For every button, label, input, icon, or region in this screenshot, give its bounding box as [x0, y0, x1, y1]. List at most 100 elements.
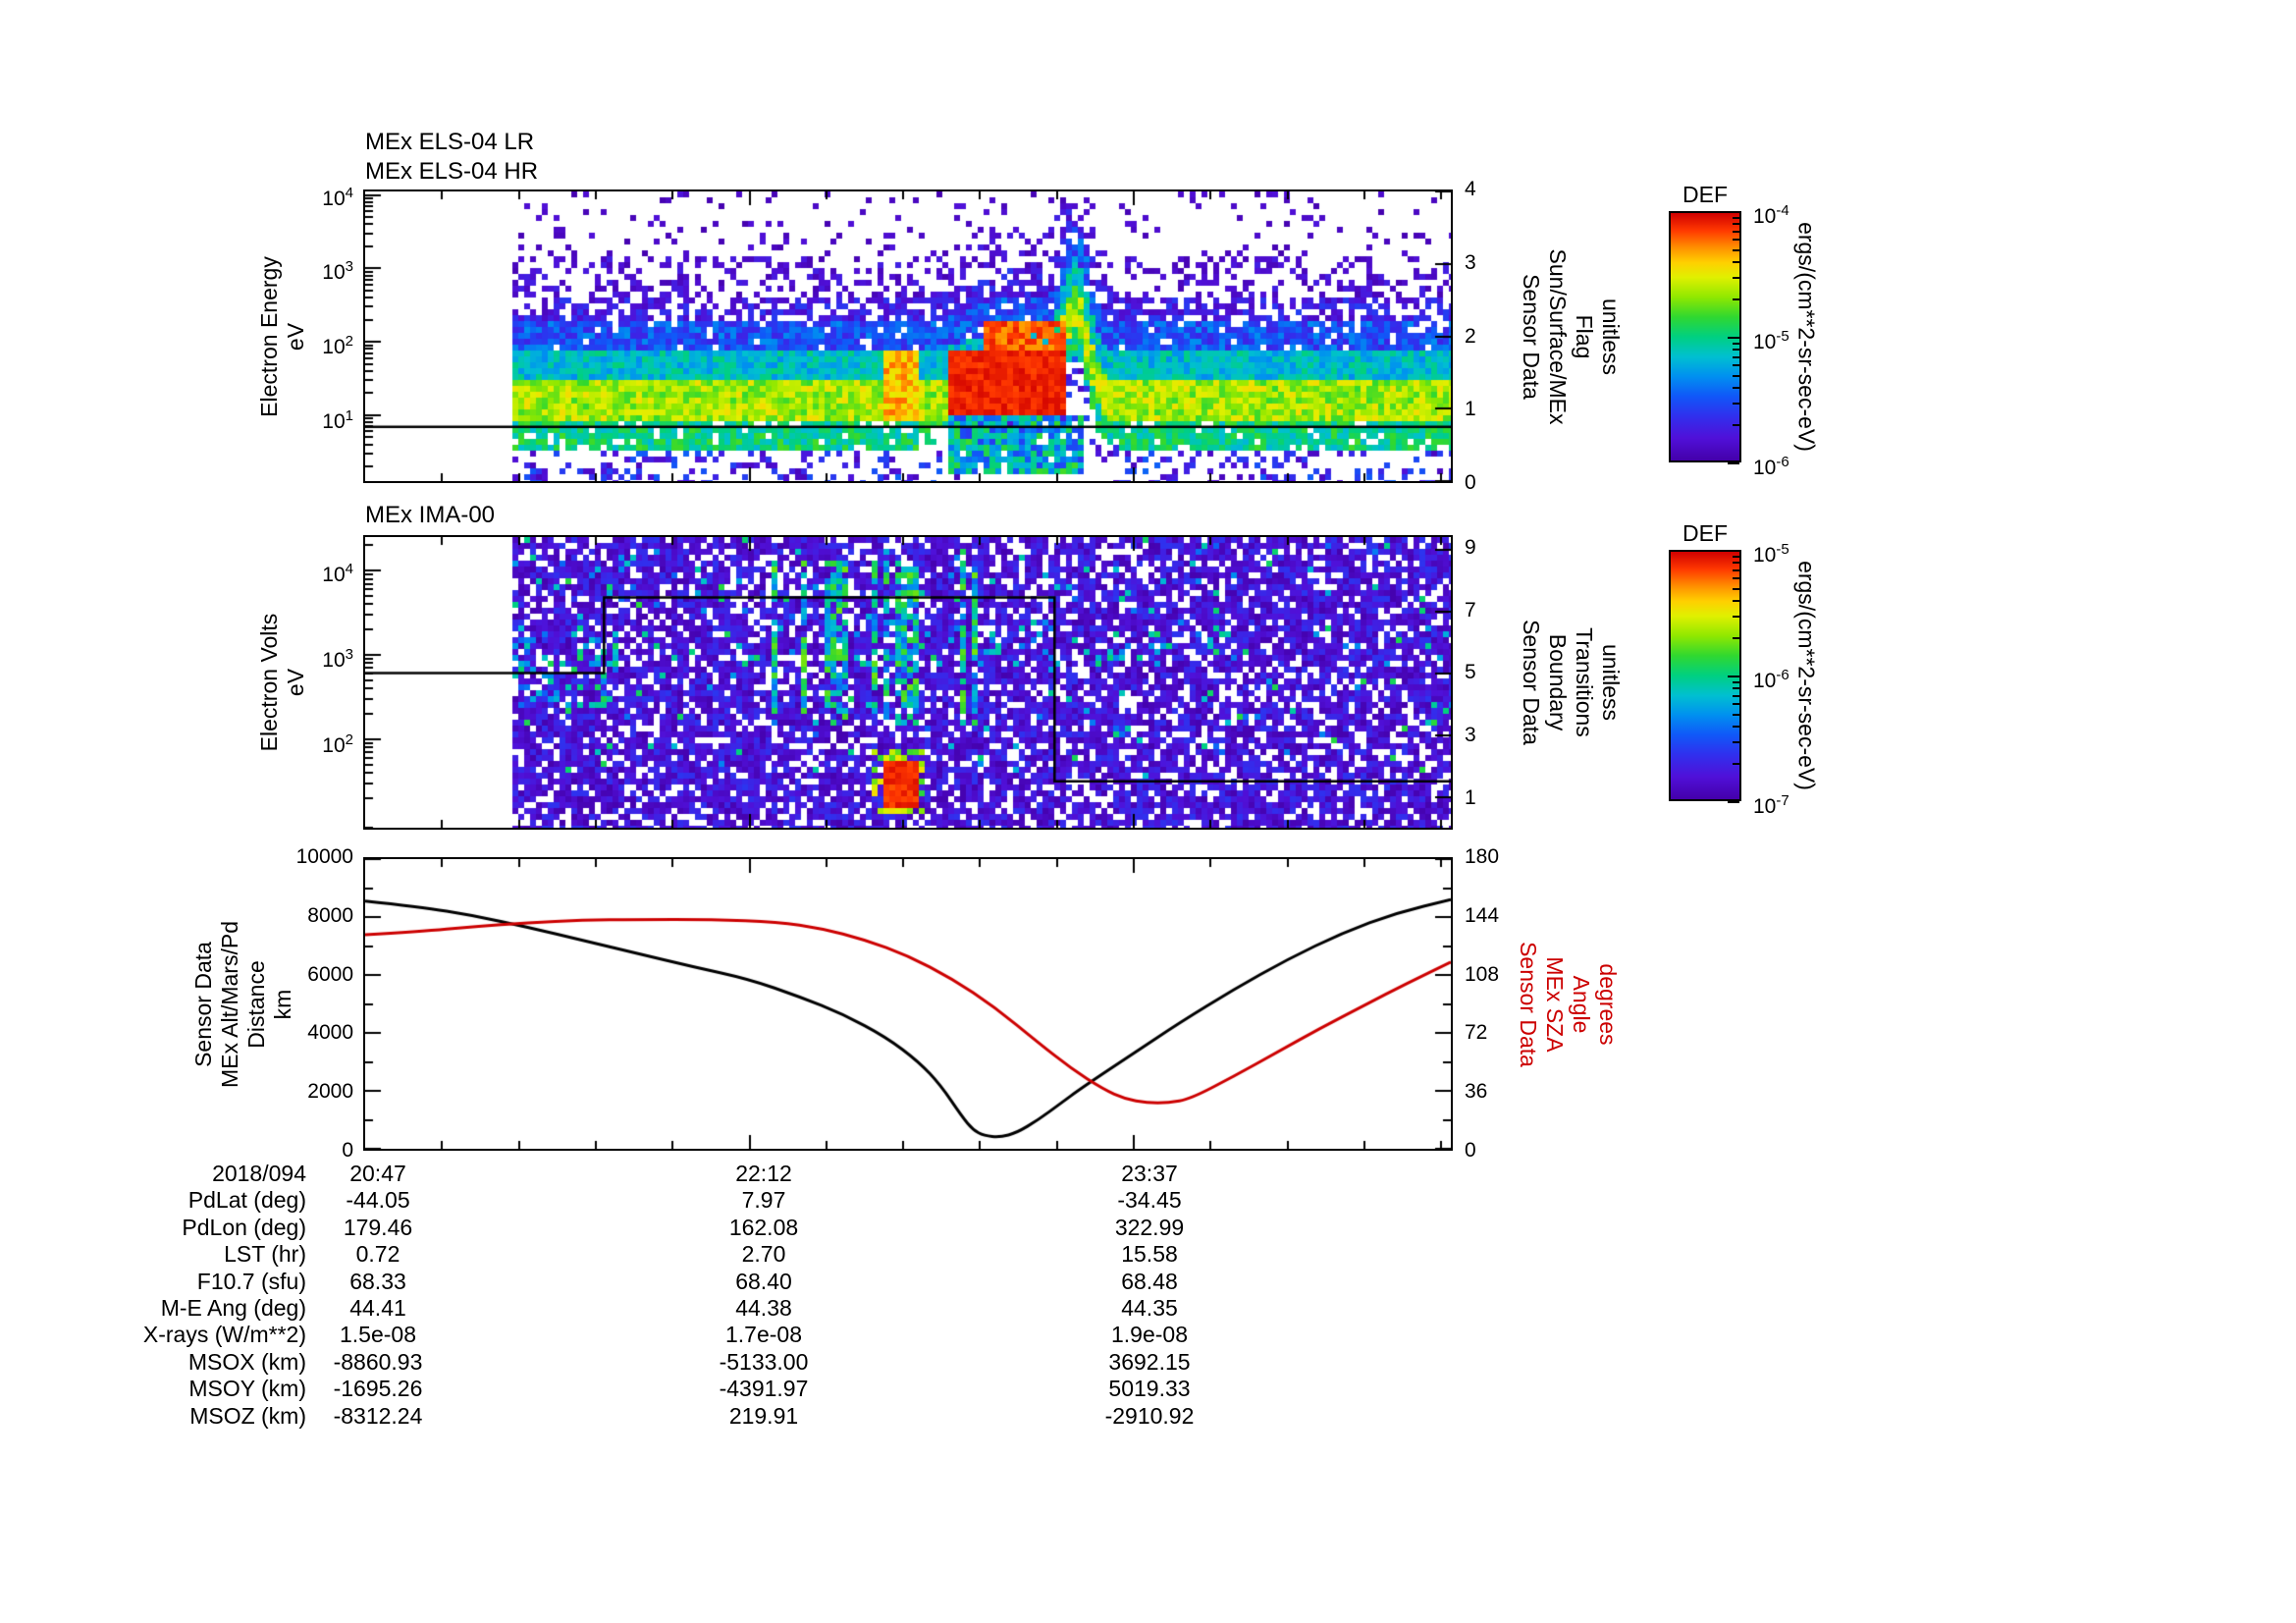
ephemeris-value: 2.70	[741, 1241, 786, 1268]
ima-volts-tick-label: 103	[322, 645, 353, 672]
colorbar-minor-tick	[1733, 343, 1739, 345]
time-tick-label: 22:12	[735, 1161, 792, 1186]
ephemeris-value: 7.97	[741, 1187, 786, 1214]
ephemeris-row-label: F10.7 (sfu)	[196, 1268, 306, 1294]
colorbar-minor-tick	[1733, 261, 1739, 263]
ephemeris-value: -34.45	[1117, 1187, 1182, 1214]
ephemeris-value: 68.33	[349, 1268, 406, 1294]
ima-spectrogram-canvas	[365, 537, 1451, 828]
colorbar-minor-tick	[1733, 687, 1739, 689]
ima-boundary-tick-label: 1	[1465, 786, 1476, 810]
altitude-tick-label: 8000	[307, 903, 353, 927]
ephemeris-value: 5019.33	[1108, 1376, 1191, 1402]
colorbar-minor-tick	[1733, 424, 1739, 426]
ephemeris-value: -1695.26	[333, 1376, 423, 1402]
ephemeris-value: 3692.15	[1108, 1348, 1191, 1375]
els-spectrogram-panel	[363, 189, 1453, 483]
ephemeris-row-label: PdLat (deg)	[187, 1187, 306, 1214]
ephemeris-row-label: PdLon (deg)	[182, 1214, 306, 1240]
colorbar-tick-label: 10-5	[1753, 328, 1789, 353]
els-colorbar-title: DEF	[1682, 182, 1728, 207]
ephemeris-value: 1.5e-08	[339, 1322, 416, 1348]
els-spectrogram-canvas	[365, 191, 1451, 481]
altitude-sza-panel	[363, 857, 1453, 1151]
colorbar-minor-tick	[1733, 277, 1739, 279]
colorbar-minor-tick	[1733, 569, 1739, 571]
colorbar-minor-tick	[1733, 223, 1739, 225]
els-flag-tick-label: 0	[1465, 471, 1476, 494]
ephemeris-value: 162.08	[728, 1214, 799, 1240]
ephemeris-row-label: MSOY (km)	[188, 1376, 306, 1402]
colorbar-tick-label: 10-6	[1753, 454, 1789, 479]
sza-tick-label: 144	[1465, 903, 1500, 927]
ima-spectrogram-panel	[363, 535, 1453, 830]
colorbar-minor-tick	[1733, 616, 1739, 618]
colorbar-minor-tick	[1733, 239, 1739, 241]
ephemeris-value: 1.7e-08	[724, 1322, 802, 1348]
ima-right-axis-label: unitless Transitions Boundary Sensor Data	[1519, 620, 1624, 745]
colorbar-tick	[1728, 211, 1739, 213]
els-energy-tick-label: 102	[322, 333, 353, 359]
ephemeris-value: -2910.92	[1104, 1402, 1195, 1429]
colorbar-minor-tick	[1733, 577, 1739, 579]
els-energy-tick-label: 103	[322, 258, 353, 285]
ephemeris-value: 15.58	[1121, 1241, 1178, 1268]
ima-boundary-tick-label: 7	[1465, 598, 1476, 622]
colorbar-minor-tick	[1733, 356, 1739, 358]
sza-tick-label: 108	[1465, 962, 1500, 986]
ephemeris-value: -8860.93	[333, 1348, 423, 1375]
colorbar-minor-tick	[1733, 741, 1739, 743]
els-flag-tick-label: 3	[1465, 250, 1476, 274]
colorbar-minor-tick	[1733, 588, 1739, 590]
time-tick-label: 23:37	[1121, 1161, 1178, 1186]
ephemeris-value: 1.9e-08	[1110, 1322, 1188, 1348]
colorbar-minor-tick	[1733, 375, 1739, 377]
colorbar-minor-tick	[1733, 387, 1739, 389]
colorbar-unit-label: ergs/(cm**2-sr-sec-eV)	[1793, 222, 1820, 452]
ephemeris-value: 44.41	[349, 1295, 406, 1321]
colorbar-minor-tick	[1733, 681, 1739, 683]
colorbar-minor-tick	[1733, 231, 1739, 233]
ephemeris-value: 179.46	[343, 1214, 413, 1240]
sza-tick-label: 72	[1465, 1021, 1488, 1045]
ima-y-axis-label: Electron Volts eV	[256, 613, 308, 752]
els-flag-tick-label: 4	[1465, 178, 1476, 200]
colorbar-unit-label: ergs/(cm**2-sr-sec-eV)	[1793, 561, 1820, 790]
colorbar-minor-tick	[1733, 349, 1739, 351]
colorbar-minor-tick	[1733, 562, 1739, 564]
ima-volts-tick-label: 104	[322, 560, 353, 586]
sza-tick-label: 180	[1465, 845, 1500, 868]
els-flag-tick-label: 1	[1465, 398, 1476, 421]
ephemeris-value: 68.48	[1121, 1268, 1178, 1294]
colorbar-tick-label: 10-5	[1753, 541, 1789, 567]
ephemeris-value: -4391.97	[719, 1376, 809, 1402]
altitude-tick-label: 2000	[307, 1080, 353, 1104]
ephemeris-value: -5133.00	[719, 1348, 809, 1375]
ephemeris-row-label: X-rays (W/m**2)	[142, 1322, 306, 1348]
altitude-tick-label: 0	[342, 1139, 353, 1162]
date-label: 2018/094	[212, 1161, 306, 1186]
ephemeris-value: 44.38	[735, 1295, 792, 1321]
ima-boundary-tick-label: 3	[1465, 724, 1476, 747]
colorbar-tick	[1728, 550, 1739, 552]
colorbar-minor-tick	[1733, 714, 1739, 716]
els-energy-tick-label: 104	[322, 184, 353, 210]
altitude-y-axis-label: Sensor Data MEx Alt/Mars/Pd Distance km	[190, 920, 295, 1088]
colorbar-minor-tick	[1733, 298, 1739, 300]
els-y-axis-label: Electron Energy eV	[256, 255, 308, 417]
ima-volts-tick-label: 102	[322, 730, 353, 757]
sza-tick-label: 36	[1465, 1080, 1488, 1104]
altitude-tick-label: 6000	[307, 962, 353, 986]
els-right-axis-label: unitless Flag Sun/Surface/MEx Sensor Data	[1519, 248, 1624, 424]
ephemeris-row-label: MSOX (km)	[187, 1348, 306, 1375]
colorbar-tick	[1728, 337, 1739, 339]
ephemeris-value: -8312.24	[333, 1402, 423, 1429]
colorbar-minor-tick	[1733, 726, 1739, 728]
ima-colorbar-title: DEF	[1682, 520, 1728, 546]
els-flag-tick-label: 2	[1465, 324, 1476, 348]
colorbar-minor-tick	[1733, 364, 1739, 366]
colorbar-minor-tick	[1733, 556, 1739, 558]
ima-boundary-tick-label: 5	[1465, 661, 1476, 684]
colorbar-minor-tick	[1733, 695, 1739, 697]
